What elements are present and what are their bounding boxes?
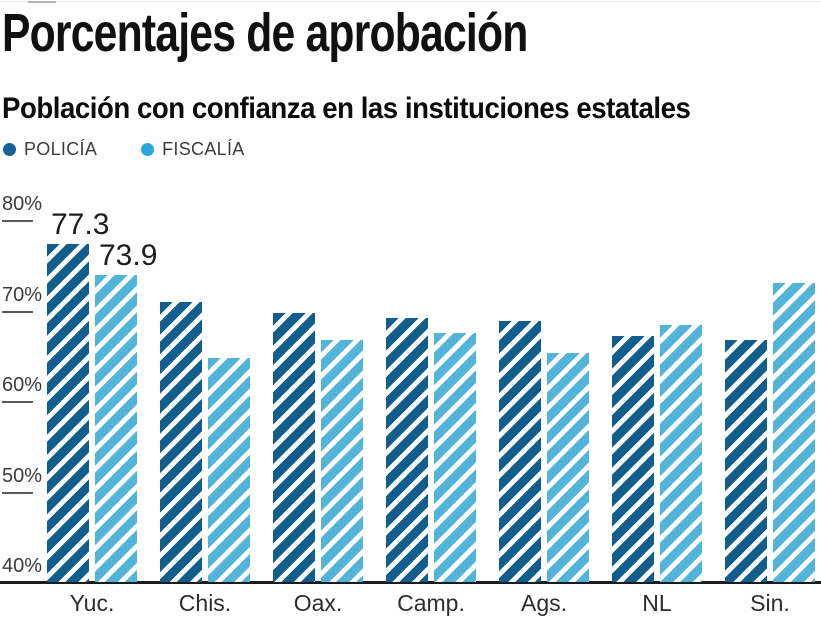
y-axis-tick-label: 50%: [2, 464, 43, 487]
y-axis-tick-label: 80%: [2, 193, 43, 215]
x-axis-category-label: NL: [642, 590, 672, 616]
legend-item-fiscalia: FISCALÍA: [141, 139, 244, 160]
bar-camp-fiscalia: [434, 333, 476, 582]
y-axis-tick-label: 60%: [2, 374, 43, 396]
x-axis-category-label: Camp.: [397, 590, 465, 616]
x-axis-line: [0, 581, 821, 584]
bar-chis-policia: [160, 302, 202, 582]
bar-ags-fiscalia: [547, 353, 589, 582]
bar-yuc-fiscalia: [95, 275, 137, 582]
bar-nl-policia: [612, 335, 654, 582]
y-axis-tick-label: 40%: [2, 555, 43, 577]
x-axis-category-label: Oax.: [293, 590, 343, 616]
y-axis-tick-label: 70%: [2, 283, 43, 306]
x-axis-category-label: Ags.: [520, 590, 568, 616]
data-label-fiscalia: 73.9: [99, 239, 158, 273]
bar-yuc-policia: [47, 244, 89, 582]
bar-ags-policia: [499, 321, 541, 582]
legend: POLICÍA FISCALÍA: [3, 139, 245, 160]
bar-nl-fiscalia: [660, 324, 702, 582]
top-rule: [0, 1, 821, 2]
fiscalia-dot-icon: [141, 143, 155, 156]
bar-camp-policia: [386, 317, 428, 582]
y-axis-tick-mark: [2, 401, 33, 403]
data-label-policia: 77.3: [51, 208, 110, 242]
x-axis-category-label: Chis.: [178, 590, 232, 616]
y-axis-tick-mark: [2, 491, 33, 494]
bar-chis-fiscalia: [208, 357, 250, 582]
bar-oax-fiscalia: [321, 340, 363, 582]
y-axis-tick-mark: [2, 310, 33, 313]
policia-dot-icon: [3, 143, 16, 156]
bar-sin-policia: [725, 340, 767, 582]
top-dash: [28, 1, 56, 3]
legend-label-policia: POLICÍA: [24, 139, 98, 159]
chart-subtitle: Población con confianza en las instituci…: [2, 92, 691, 125]
x-axis-category-label: Yuc.: [69, 590, 115, 616]
page-title: Porcentajes de aprobación: [2, 3, 528, 63]
legend-label-fiscalia: FISCALÍA: [162, 139, 245, 159]
y-axis-tick-mark: [2, 220, 33, 222]
x-axis-category-label: Sin.: [750, 590, 790, 616]
legend-item-policia: POLICÍA: [3, 139, 97, 160]
bar-sin-fiscalia: [773, 283, 815, 582]
bar-oax-policia: [273, 313, 315, 582]
